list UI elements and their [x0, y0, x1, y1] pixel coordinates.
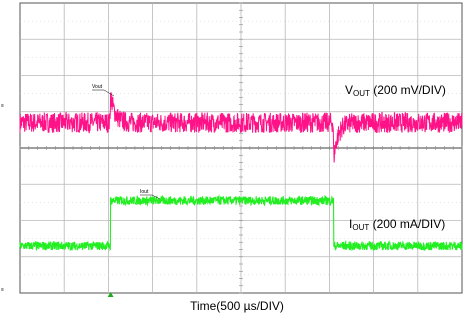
- vout-label: VOUT (200 mV/DIV): [345, 83, 446, 98]
- iout-tag: Iout: [140, 189, 161, 200]
- svg-text:Vout: Vout: [92, 84, 103, 90]
- vout-tag: Vout: [92, 84, 115, 97]
- trigger-marker: [107, 292, 114, 297]
- vout-ground-marker: ≡: [1, 103, 4, 109]
- iout-label: IOUT (200 mA/DIV): [349, 217, 445, 232]
- svg-text:Iout: Iout: [140, 189, 149, 195]
- traces: [19, 92, 463, 252]
- vout-trace: [19, 92, 463, 163]
- iout-ground-marker: ≡: [1, 287, 4, 293]
- iout-trace: [19, 194, 463, 252]
- x-axis-label: Time(500 µs/DIV): [190, 299, 284, 313]
- grid: [19, 2, 463, 297]
